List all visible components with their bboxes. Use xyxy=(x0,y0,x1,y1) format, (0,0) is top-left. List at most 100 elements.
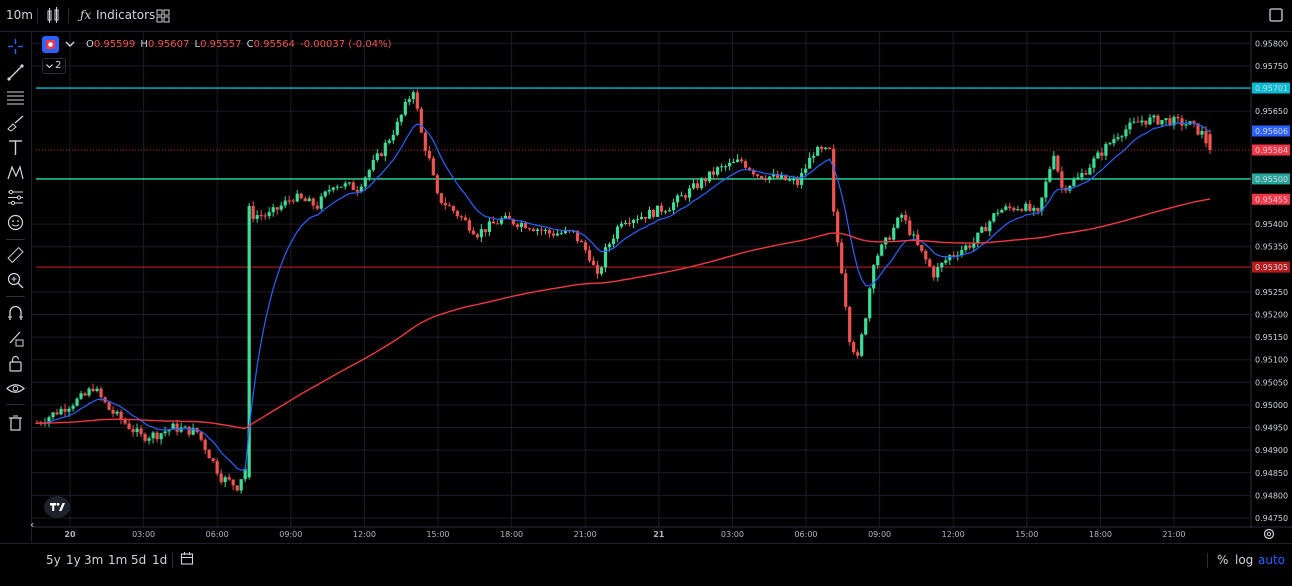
magnet-icon[interactable] xyxy=(5,303,26,324)
grid-templates-icon[interactable] xyxy=(156,0,170,31)
brush-icon[interactable] xyxy=(5,112,26,133)
candle-body xyxy=(1016,209,1020,211)
candle-body xyxy=(792,179,796,181)
price-badge-label: 0.95500 xyxy=(1255,175,1288,184)
candle-body xyxy=(171,423,175,430)
candle-body xyxy=(415,92,419,109)
fib-retracement-icon[interactable] xyxy=(5,87,26,108)
candle-body xyxy=(760,175,764,179)
candle-body xyxy=(635,219,640,221)
candle-body xyxy=(1004,206,1008,210)
candle-body xyxy=(295,193,299,202)
candle-body xyxy=(1132,121,1136,123)
range-3m[interactable]: 3m xyxy=(84,553,104,567)
candle-body xyxy=(219,473,223,483)
candle-body xyxy=(547,229,552,234)
candle-body xyxy=(615,226,620,239)
price-tick-label: 0.95000 xyxy=(1255,401,1288,410)
candle-body xyxy=(1100,152,1104,156)
time-tick-label: 21 xyxy=(653,530,665,539)
candle-body xyxy=(479,229,483,238)
trend-line-icon[interactable] xyxy=(5,62,26,83)
candle-body xyxy=(487,221,491,232)
candle-body xyxy=(848,306,852,343)
goto-date-calendar-icon[interactable] xyxy=(180,544,194,573)
candle-body xyxy=(1084,173,1088,175)
candle-body xyxy=(928,259,932,267)
candle-body xyxy=(932,266,936,278)
candle-body xyxy=(659,205,664,212)
zoom-in-icon[interactable] xyxy=(5,270,26,291)
range-5y[interactable]: 5y xyxy=(46,553,61,567)
sma-line xyxy=(37,198,1211,430)
low-value: 0.95557 xyxy=(200,39,242,50)
candle-body xyxy=(691,183,696,189)
range-5d[interactable]: 5d xyxy=(131,553,147,567)
candle-body xyxy=(583,242,588,251)
candle-body xyxy=(1036,207,1040,211)
candle-body xyxy=(703,178,708,182)
indicators-collapse-toggle[interactable]: 2 xyxy=(42,58,66,74)
candle-body xyxy=(351,182,355,190)
candle-body xyxy=(1140,120,1144,123)
candle-body xyxy=(824,147,828,149)
crosshair-icon[interactable] xyxy=(5,36,26,57)
interval-selector[interactable]: 10m xyxy=(6,8,33,22)
candle-body xyxy=(864,318,868,335)
candle-body xyxy=(1168,118,1172,126)
indicators-button[interactable]: Indicators xyxy=(96,8,156,22)
candles-icon[interactable] xyxy=(46,0,60,31)
candle-body xyxy=(491,221,495,224)
candle-body xyxy=(788,179,792,181)
symbol-logo-icon[interactable] xyxy=(42,36,59,53)
candle-body xyxy=(920,244,924,251)
candle-body xyxy=(395,121,399,135)
close-value: 0.95564 xyxy=(253,39,295,50)
legend-chevron-icon[interactable] xyxy=(64,37,76,54)
emoji-icon[interactable] xyxy=(5,212,26,233)
candle-body xyxy=(944,260,948,263)
range-1m[interactable]: 1m xyxy=(108,553,128,567)
candle-body xyxy=(595,265,600,274)
ema-line xyxy=(36,122,1211,471)
auto-scale-toggle[interactable]: auto xyxy=(1258,553,1286,567)
text-tool-icon[interactable] xyxy=(5,137,26,158)
collapse-toolbar-icon[interactable]: ‹ xyxy=(30,518,35,531)
candle-body xyxy=(1048,169,1052,182)
price-axis-bg xyxy=(1251,32,1292,543)
range-1d[interactable]: 1d xyxy=(152,553,168,567)
candle-body xyxy=(331,187,335,190)
candle-body xyxy=(744,161,748,168)
prediction-tools-icon[interactable] xyxy=(5,187,26,208)
percent-scale-toggle[interactable]: % xyxy=(1217,553,1229,567)
time-tick-label: 06:00 xyxy=(794,530,817,539)
log-scale-toggle[interactable]: log xyxy=(1235,553,1254,567)
price-chart[interactable]: 0.95800 0.95750 0.95701 0.95650 0.95606 0.955… xyxy=(32,32,1292,543)
toolbar-divider xyxy=(172,553,173,568)
eye-icon[interactable] xyxy=(5,378,26,399)
trash-icon[interactable] xyxy=(5,412,26,433)
range-1y[interactable]: 1y xyxy=(66,553,81,567)
lock-icon[interactable] xyxy=(5,353,26,374)
candle-body xyxy=(503,215,507,219)
candle-body xyxy=(579,240,584,243)
candle-body xyxy=(671,202,676,211)
lock-pencil-icon[interactable] xyxy=(5,328,26,349)
tradingview-logo-icon[interactable] xyxy=(44,496,70,518)
time-tick-label: 09:00 xyxy=(868,530,891,539)
candle-body xyxy=(948,255,952,261)
fullscreen-icon[interactable] xyxy=(1269,0,1283,31)
candle-body xyxy=(283,200,287,206)
chart-settings-icon[interactable] xyxy=(1262,526,1276,540)
fx-icon[interactable]: ƒx xyxy=(80,8,92,22)
candle-body xyxy=(619,223,624,227)
candle-body xyxy=(1056,155,1060,172)
candle-body xyxy=(467,220,471,231)
candle-body xyxy=(1192,121,1196,124)
candle-body xyxy=(527,228,532,230)
ruler-icon[interactable] xyxy=(5,245,26,266)
pattern-icon[interactable] xyxy=(5,162,26,183)
candle-body xyxy=(151,432,155,439)
candle-body xyxy=(984,226,988,232)
top-toolbar: 10m ƒx Indicators xyxy=(0,0,1292,32)
